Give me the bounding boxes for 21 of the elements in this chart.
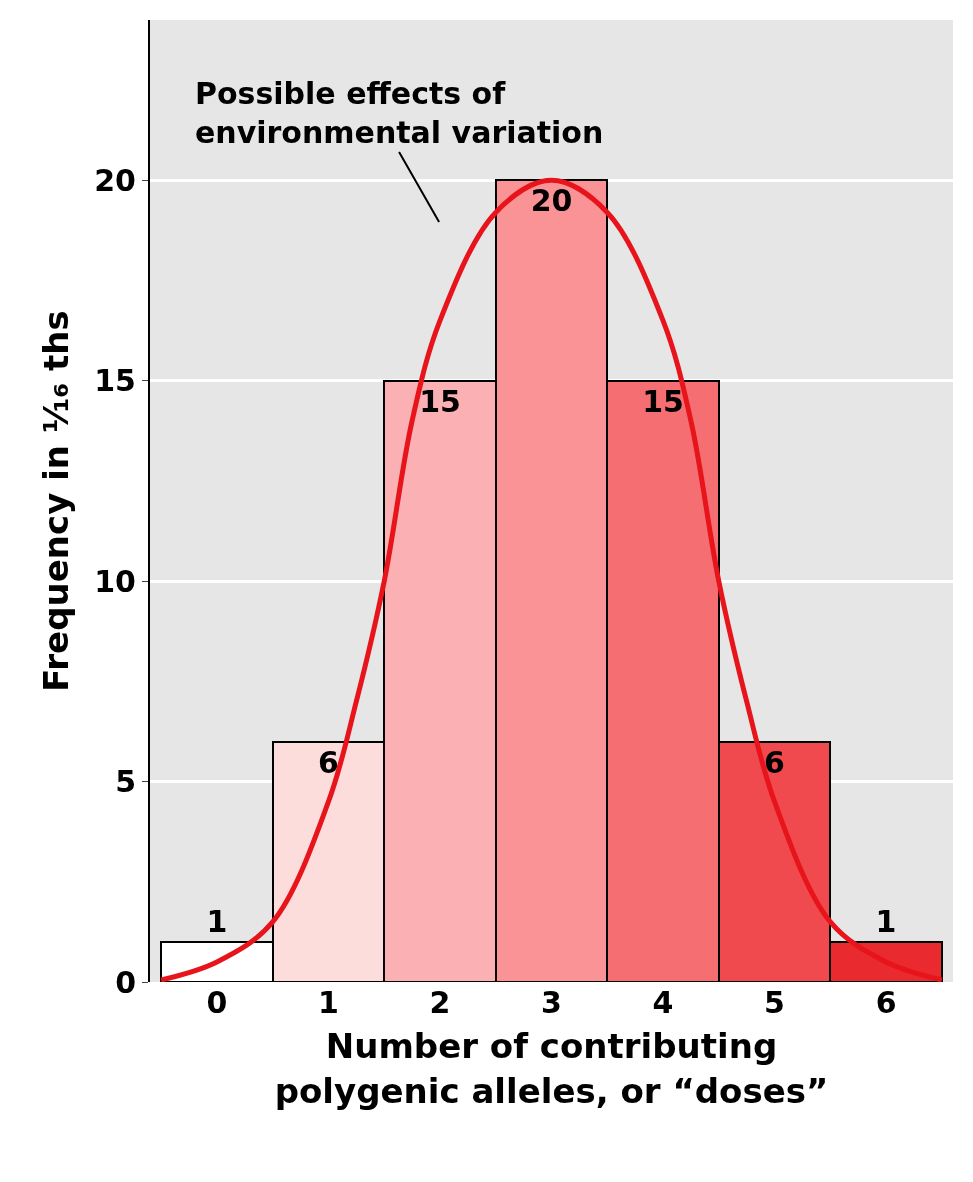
data-label: 1 (875, 904, 897, 939)
data-label: 15 (419, 384, 461, 419)
y-axis-title: Frequency in ¹⁄₁₆ ths (36, 310, 77, 692)
x-tick-label: 2 (429, 985, 451, 1020)
y-tick-label: 10 (94, 563, 136, 599)
y-tick-label: 5 (115, 764, 136, 800)
data-label: 1 (206, 904, 228, 939)
data-label: 15 (642, 384, 684, 419)
x-axis-title: Number of contributing polygenic alleles, or “doses” (274, 1026, 829, 1111)
data-label: 6 (318, 745, 339, 780)
y-tick-label: 20 (94, 162, 136, 198)
x-tick-label: 1 (318, 985, 339, 1020)
x-tick-label: 3 (541, 985, 562, 1020)
x-tick-label: 6 (875, 985, 897, 1020)
x-tick-label: 4 (652, 985, 674, 1020)
data-label: 20 (530, 183, 573, 218)
y-tick-label: 15 (94, 363, 136, 399)
x-tick-label: 0 (206, 985, 228, 1020)
x-tick-label: 5 (764, 985, 785, 1020)
annotation: Possible effects of environmental variation (195, 76, 604, 150)
data-label: 6 (764, 745, 785, 780)
